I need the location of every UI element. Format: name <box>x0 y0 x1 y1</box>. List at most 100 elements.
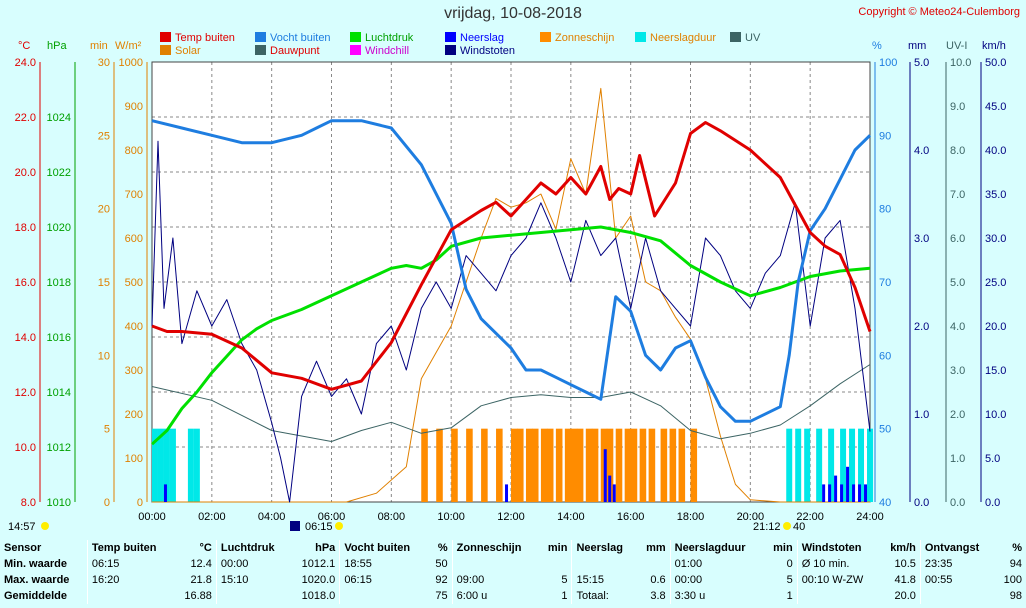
stats-header-unit: hPa <box>315 542 336 554</box>
zonneschijn-bar <box>564 428 572 502</box>
legend-label: Windstoten <box>460 45 516 57</box>
legend-sunshine: Zonneschijn <box>540 32 614 44</box>
neerslagduur-bar <box>193 428 200 502</box>
axis-rain-tick: 3.0 <box>914 233 929 245</box>
legend-swatch <box>445 45 456 55</box>
stats-row-max: Max. waarde 16:20 21.8 15:10 1020.0 06:15 9… <box>0 572 1026 588</box>
axis-humidity-tick: 60 <box>879 350 891 362</box>
neerslagduur-bar <box>867 428 873 502</box>
stats-cell <box>796 588 880 604</box>
axis-solar-tick: 200 <box>125 409 143 421</box>
zonneschijn-bar <box>516 428 524 502</box>
stats-cell <box>215 588 290 604</box>
legend-rain: Neerslag <box>445 32 504 44</box>
legend-label: Zonneschijn <box>555 32 615 44</box>
zonneschijn-bar <box>496 428 503 502</box>
axis-unit-temp: °C <box>18 40 31 52</box>
stats-cell: Ø 10 min. <box>796 556 880 572</box>
zonneschijn-bar <box>540 428 548 502</box>
axis-unit-solar: W/m² <box>115 40 142 52</box>
axis-temp-tick: 22.0 <box>15 112 36 124</box>
x-tick-label: 16:00 <box>617 511 645 523</box>
axis-humidity-tick: 40 <box>879 497 891 509</box>
stats-row-avg: Gemiddelde 16.88 1018.0 75 6:00 u 1 Totaa… <box>0 588 1026 604</box>
legend-rain-duration: Neerslagduur <box>635 32 716 44</box>
stats-cell: 98 <box>1009 590 1022 602</box>
axis-wind-tick: 35.0 <box>985 189 1006 201</box>
moon-icon <box>783 522 791 530</box>
axis-wind-tick: 20.0 <box>985 321 1006 333</box>
axis-solar-tick: 400 <box>125 321 143 333</box>
neerslag-bar <box>612 484 616 502</box>
x-tick-label: 20:00 <box>737 511 765 523</box>
zonneschijn-bar <box>576 428 584 502</box>
axis-solar-tick: 700 <box>125 189 143 201</box>
neerslagduur-bar <box>816 428 823 502</box>
zonneschijn-bar <box>669 428 677 502</box>
neerslagduur-bar <box>157 428 164 502</box>
legend-label: Neerslagduur <box>650 32 717 44</box>
stats-header: Vocht buiten <box>339 540 428 556</box>
neerslagduur-bar <box>828 428 835 502</box>
stats-cell: 10.5 <box>894 558 916 570</box>
stats-row-min: Min. waarde 06:15 12.4 00:00 1012.1 18:55 5… <box>0 556 1026 572</box>
stats-header-row: Sensor Temp buiten °C Luchtdruk hPa Vocht … <box>0 540 1026 556</box>
zonneschijn-bar <box>678 428 686 502</box>
stats-cell <box>339 588 428 604</box>
dauwpunt-line <box>151 364 871 442</box>
stats-table: Sensor Temp buiten °C Luchtdruk hPa Vocht … <box>0 540 1026 604</box>
stats-cell: 1018.0 <box>301 590 336 602</box>
axis-solar-tick: 100 <box>125 453 143 465</box>
stats-cell: 21.8 <box>190 574 212 586</box>
stats-cell <box>539 556 572 572</box>
axis-pressure-tick: 1024 <box>47 112 71 124</box>
neerslagduur-bar <box>163 428 170 502</box>
legend-humidity: Vocht buiten <box>255 32 331 44</box>
stats-header: Neerslag <box>571 540 637 556</box>
zonneschijn-bar <box>639 428 647 502</box>
axis-temp-tick: 20.0 <box>15 167 36 179</box>
axis-humidity-tick: 50 <box>879 424 891 436</box>
stats-cell: 92 <box>435 574 448 586</box>
legend-swatch <box>730 32 741 42</box>
neerslag-bar <box>603 449 607 502</box>
stats-cell: 1 <box>561 590 568 602</box>
legend-label: Luchtdruk <box>365 32 414 44</box>
stats-header: Sensor <box>4 542 42 554</box>
stats-cell <box>571 556 637 572</box>
stats-cell: 23:35 <box>919 556 995 572</box>
axis-unit-humidity: % <box>872 40 882 52</box>
neerslagduur-bar <box>187 428 194 502</box>
neerslag-bar <box>822 484 826 502</box>
axis-minutes-tick: 0 <box>104 497 110 509</box>
stats-cell: 0 <box>786 558 793 570</box>
axis-pressure-tick: 1014 <box>47 387 71 399</box>
axis-solar-tick: 800 <box>125 145 143 157</box>
stats-cell <box>919 588 995 604</box>
zonneschijn-bar <box>585 428 593 502</box>
axis-temp-tick: 8.0 <box>21 497 36 509</box>
stats-cell: 3.8 <box>650 590 666 602</box>
legend-temp: Temp buiten <box>160 32 235 44</box>
zonneschijn-bar <box>648 428 656 502</box>
neerslag-bar <box>608 475 612 502</box>
axis-humidity-tick: 100 <box>879 57 897 69</box>
axis-wind-tick: 50.0 <box>985 57 1006 69</box>
zonneschijn-bar <box>421 428 428 502</box>
sun-icon <box>335 522 343 530</box>
stats-cell: 75 <box>435 590 448 602</box>
stats-cell: 16.88 <box>184 590 212 602</box>
axis-rain-tick: 5.0 <box>914 57 929 69</box>
neerslag-bar <box>864 484 868 502</box>
stats-cell <box>637 556 670 572</box>
stats-cell: 5 <box>561 574 568 586</box>
legend-label: Solar <box>175 45 201 57</box>
neerslagduur-bar <box>169 428 176 502</box>
axis-unit-uv: UV-I <box>946 40 968 52</box>
zonneschijn-bar <box>660 428 668 502</box>
legend-swatch <box>255 45 266 55</box>
legend-swatch <box>160 45 171 55</box>
stats-cell: 09:00 <box>451 572 539 588</box>
stats-cell: 1012.1 <box>301 558 336 570</box>
stats-cell: 00:10 W-ZW <box>796 572 880 588</box>
